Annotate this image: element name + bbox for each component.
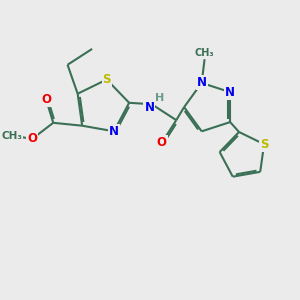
Text: CH₃: CH₃ xyxy=(195,48,214,59)
Text: H: H xyxy=(155,93,164,103)
Text: S: S xyxy=(102,73,111,86)
Text: N: N xyxy=(144,101,154,115)
Text: O: O xyxy=(41,93,51,106)
Text: O: O xyxy=(27,132,38,145)
Text: N: N xyxy=(109,125,119,138)
Text: O: O xyxy=(157,136,167,149)
Text: CH₃: CH₃ xyxy=(1,131,22,141)
Text: N: N xyxy=(225,86,235,99)
Text: S: S xyxy=(260,138,268,151)
Text: N: N xyxy=(197,76,207,89)
